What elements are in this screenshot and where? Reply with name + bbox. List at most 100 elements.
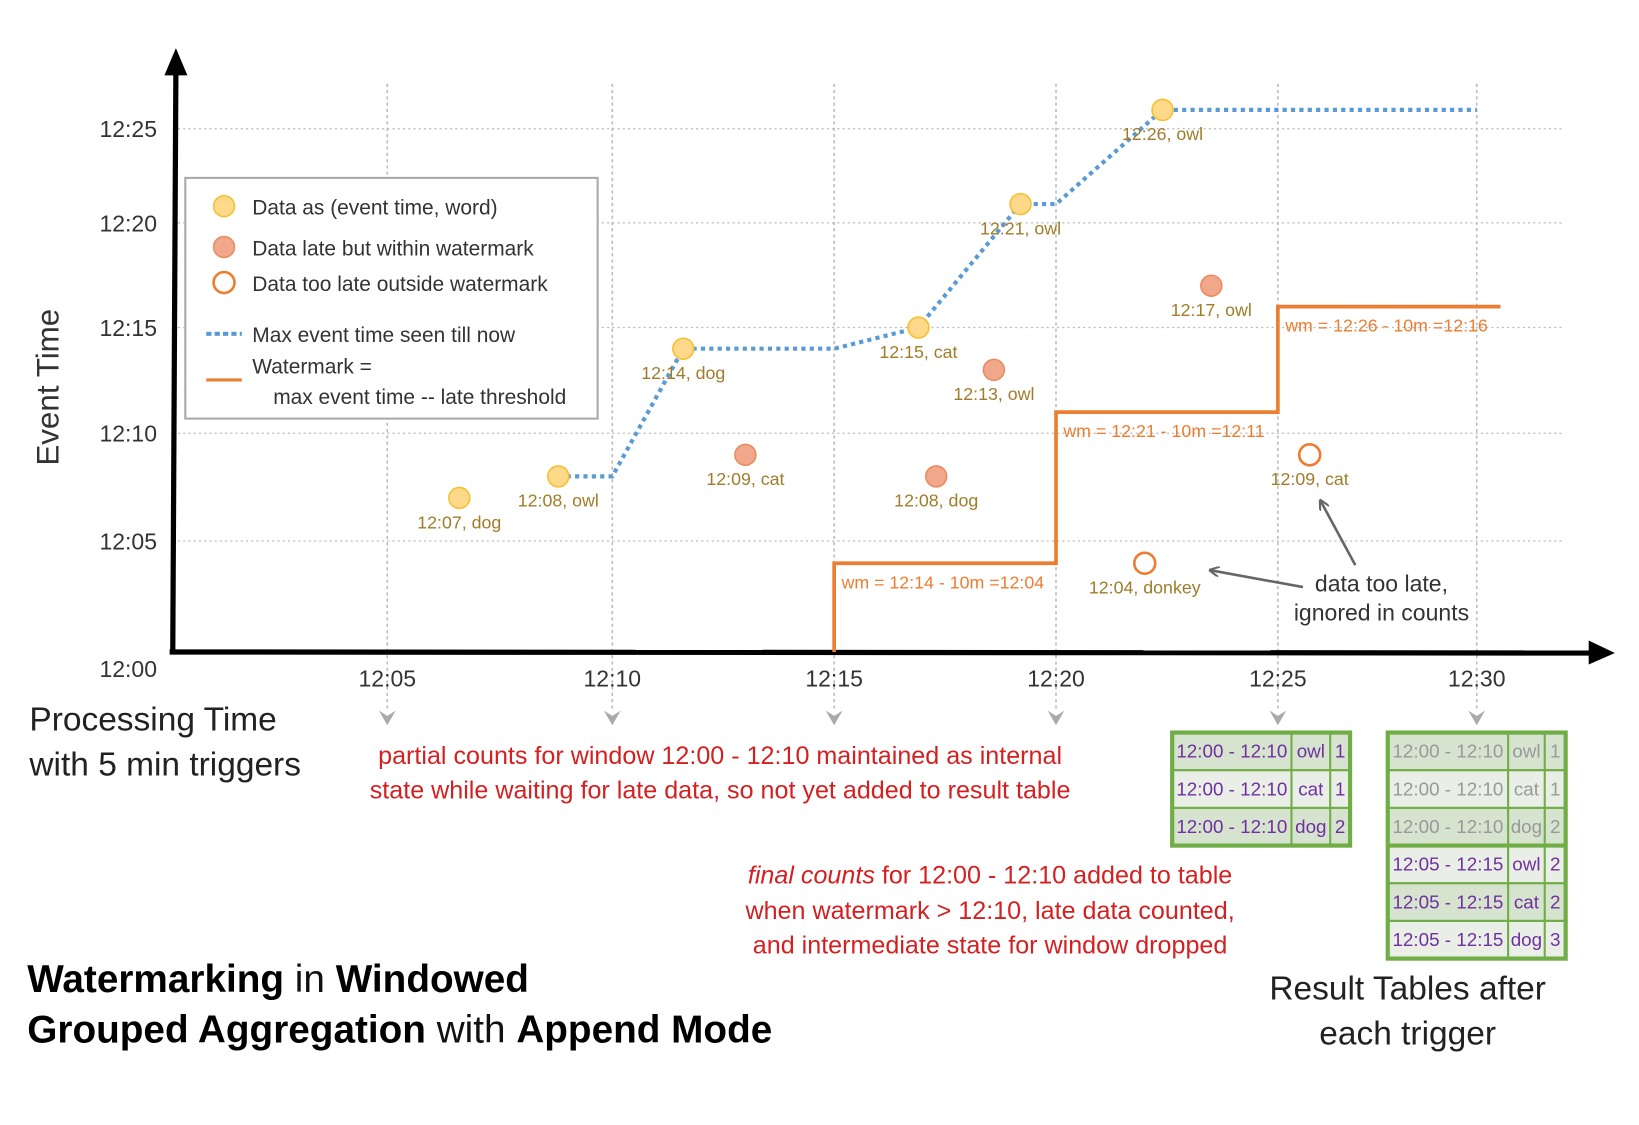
data-point-too-late (1297, 443, 1322, 467)
trigger-arrow-icon (1269, 710, 1287, 726)
table-cell-count: 2 (1550, 816, 1560, 837)
data-point-label: 12:21, owl (980, 218, 1061, 238)
table-cell-window: 12:05 - 12:15 (1392, 891, 1503, 912)
title-word: Grouped Aggregation (27, 1008, 426, 1051)
data-point-label: 12:15, cat (879, 342, 957, 362)
partial-counts-note-2: state while waiting for late data, so no… (370, 776, 1071, 804)
table-cell-count: 2 (1550, 854, 1560, 875)
data-point-label: 12:26, owl (1122, 124, 1203, 144)
data-points: 12:07, dog 12:08, owl 12:14, dog 12:09, cat… (417, 98, 1349, 598)
legend-too-late: Data too late outside watermark (252, 273, 548, 296)
table-border (1170, 730, 1353, 848)
title-word: Windowed (336, 958, 529, 1001)
legend-on-time: Data as (event time, word) (252, 197, 497, 220)
final-counts-emphasis: final counts (748, 861, 875, 889)
result-tables: 12:00 - 12:10 owl 112:00 - 12:10 cat 112:00 … (1170, 730, 1568, 961)
data-point-on-time (907, 316, 930, 339)
x-axis-sublabel: with 5 min triggers (28, 746, 301, 783)
legend-late: Data late but within watermark (252, 237, 534, 260)
data-point-label: 12:04, donkey (1089, 578, 1201, 598)
tick-labels: 12:00 12:05 12:10 12:15 12:20 12:25 12:05 12:10… (99, 116, 1505, 691)
data-point-label: 12:07, dog (417, 512, 501, 532)
table-cell-window: 12:00 - 12:10 (1176, 816, 1287, 837)
legend-watermark-formula: max event time -- late threshold (273, 386, 566, 409)
table-cell-window: 12:00 - 12:10 (1392, 741, 1503, 762)
y-axis (170, 68, 179, 655)
legend-box (184, 176, 599, 420)
table-cell-count: 1 (1550, 741, 1560, 762)
table-cell-count: 2 (1550, 891, 1560, 912)
trigger-arrow-icon (378, 710, 396, 726)
table-cell-word: owl (1512, 854, 1540, 875)
x-axis (169, 649, 1593, 656)
x-axis-label: Processing Time (29, 701, 276, 738)
data-point-label: 12:13, owl (953, 384, 1034, 404)
data-point-late (982, 358, 1006, 382)
result-table-1230: 12:00 - 12:10 owl 112:00 - 12:10 cat 112:00 … (1385, 730, 1568, 961)
too-late-annotation: data too late, ignored in counts (1211, 501, 1469, 626)
table-row: 12:05 - 12:15 owl 2 (1386, 844, 1567, 885)
final-counts-note-2: when watermark > 12:10, late data counte… (744, 897, 1234, 925)
watermark-label: wm = 12:14 - 10m =12:04 (840, 572, 1044, 592)
tables-caption-2: each trigger (1319, 1015, 1496, 1052)
data-point-too-late (1132, 551, 1157, 576)
table-cell-word: owl (1297, 741, 1325, 762)
legend: Data as (event time, word) Data late but… (184, 176, 599, 420)
x-axis-arrow-icon (1588, 640, 1615, 665)
tables-caption-1: Result Tables after (1269, 970, 1546, 1007)
title-word: in (284, 958, 336, 1001)
legend-watermark: Watermark = (252, 356, 372, 379)
table-row: 12:00 - 12:10 dog 2 (1171, 806, 1352, 847)
table-cell-window: 12:00 - 12:10 (1392, 816, 1503, 837)
watermark-label: wm = 12:26 - 10m =12:16 (1284, 316, 1488, 336)
data-point-on-time (672, 337, 695, 360)
table-cell-word: cat (1514, 778, 1540, 799)
data-point-label: 12:09, cat (1271, 469, 1349, 489)
y-axis-label: Event Time (31, 309, 66, 466)
title-word: with (426, 1008, 516, 1051)
result-table-1225: 12:00 - 12:10 owl 112:00 - 12:10 cat 112:00 … (1170, 730, 1353, 848)
x-tick-label: 12:15 (805, 666, 863, 692)
table-cell-word: dog (1511, 929, 1542, 950)
x-tick-label: 12:20 (1027, 666, 1085, 692)
trigger-arrow-icon (825, 710, 843, 726)
too-late-note-2: ignored in counts (1294, 600, 1469, 626)
trigger-arrow-icon (1047, 710, 1065, 726)
page-title-line-2: Grouped Aggregation with Append Mode (27, 1008, 772, 1051)
table-cell-word: cat (1298, 778, 1324, 799)
table-row: 12:00 - 12:10 cat 1 (1171, 769, 1352, 809)
table-row: 12:00 - 12:10 dog 2 (1386, 806, 1567, 847)
final-counts-note-1: final counts for 12:00 - 12:10 added to … (748, 861, 1232, 889)
data-point-label: 12:08, dog (894, 491, 978, 511)
y-tick-label: 12:25 (99, 116, 157, 142)
x-tick-label: 12:10 (583, 666, 641, 692)
max-event-time-line (558, 107, 1477, 479)
legend-late-icon (212, 235, 236, 259)
table-cell-window: 12:05 - 12:15 (1392, 929, 1503, 950)
axes: Event Time (31, 48, 1615, 665)
table-cell-count: 3 (1550, 929, 1560, 950)
title-word: Watermarking (27, 958, 284, 1001)
table-cell-window: 12:00 - 12:10 (1176, 778, 1287, 799)
table-cell-word: dog (1295, 816, 1326, 837)
table-row: 12:05 - 12:15 cat 2 (1386, 882, 1567, 922)
y-tick-label: 12:10 (99, 421, 157, 447)
table-cell-window: 12:05 - 12:15 (1392, 854, 1503, 875)
data-point-on-time (448, 486, 471, 510)
y-tick-label: 12:15 (99, 315, 157, 341)
final-counts-note-3: and intermediate state for window droppe… (753, 931, 1228, 959)
table-cell-word: owl (1512, 741, 1540, 762)
data-point-on-time (1009, 192, 1032, 216)
legend-on-time-icon (212, 194, 236, 218)
page-title-line-1: Watermarking in Windowed (27, 958, 529, 1001)
table-cell-word: dog (1511, 816, 1542, 837)
data-point-label: 12:08, owl (518, 491, 599, 511)
table-row: 12:00 - 12:10 owl 1 (1386, 731, 1567, 772)
data-point-label: 12:09, cat (706, 469, 784, 489)
x-tick-label: 12:30 (1448, 666, 1506, 692)
table-cell-count: 1 (1335, 741, 1345, 762)
table-cell-window: 12:00 - 12:10 (1392, 778, 1503, 799)
table-row: 12:00 - 12:10 owl 1 (1171, 731, 1352, 772)
y-tick-label: 12:05 (99, 528, 157, 554)
